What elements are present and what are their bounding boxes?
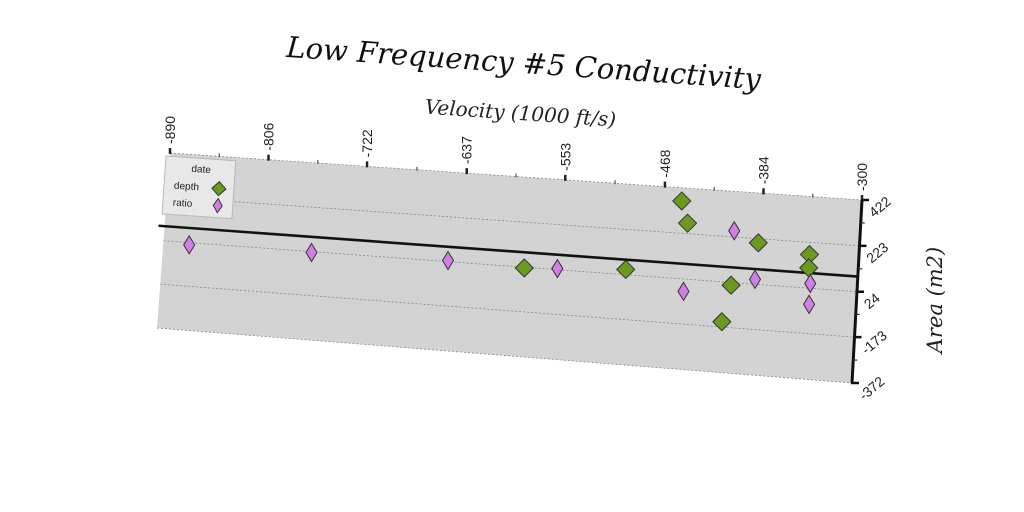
data-point-ratio [748, 269, 762, 290]
legend-marker-depth [211, 180, 227, 197]
data-point-depth [616, 259, 636, 280]
x-tick-label: -637 [459, 136, 475, 164]
legend: date depth ratio [161, 155, 237, 220]
data-point-depth [748, 233, 768, 253]
x-axis-label: Velocity (1000 ft/s) [424, 95, 617, 132]
x-tick-label: -722 [359, 129, 375, 157]
y-tick-label: -173 [858, 327, 890, 357]
x-tick-label: -806 [261, 122, 277, 150]
gridline [169, 152, 863, 201]
x-tick-label: -384 [755, 156, 771, 184]
x-tick-label: -553 [557, 143, 573, 171]
data-point-depth [677, 213, 698, 233]
data-point-depth [514, 258, 535, 278]
legend-label-depth: depth [174, 181, 200, 194]
data-point-ratio [804, 273, 817, 294]
data-point-depth [712, 312, 732, 332]
reference-line [158, 224, 858, 278]
data-point-ratio [802, 294, 816, 315]
y-axis-label: Area (m2) [923, 247, 947, 356]
data-point-ratio [728, 220, 741, 241]
legend-marker-ratio [212, 197, 223, 214]
y-tick-label: 24 [861, 290, 883, 312]
data-point-ratio [677, 281, 690, 302]
legend-label-ratio: ratio [172, 198, 193, 210]
gridline [156, 327, 853, 384]
x-tick-label: -468 [657, 149, 673, 177]
data-point-ratio [551, 258, 564, 279]
data-point-ratio [183, 234, 196, 255]
data-point-ratio [441, 250, 455, 271]
plot-area [157, 153, 862, 383]
y-tick-label: 422 [866, 193, 894, 220]
legend-title: date [191, 164, 212, 176]
data-point-depth [721, 275, 741, 295]
y-tick-label: -372 [856, 373, 888, 403]
data-point-depth [672, 191, 692, 211]
x-tick-label: -300 [854, 163, 870, 191]
data-point-ratio [305, 242, 318, 263]
x-tick-label: -890 [162, 116, 178, 144]
gridline [160, 283, 855, 338]
y-tick-label: 223 [863, 239, 891, 266]
chart-title: Low Frequency #5 Conductivity [284, 30, 762, 96]
